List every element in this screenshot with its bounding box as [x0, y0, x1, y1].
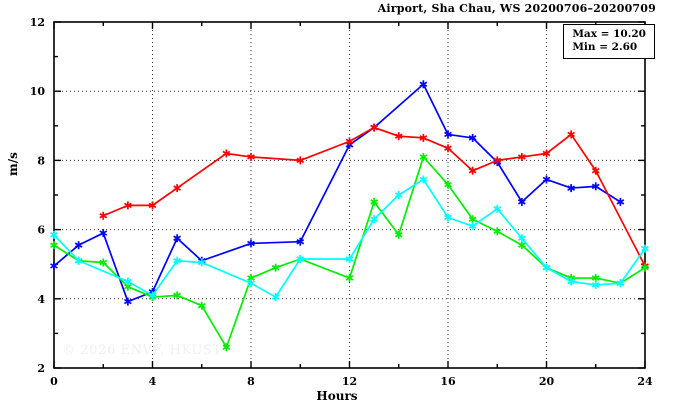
data-point-marker [567, 278, 576, 285]
data-point-marker [99, 213, 108, 219]
y-tick-label: 4 [37, 293, 45, 306]
data-point-marker [222, 150, 231, 157]
data-point-marker [296, 256, 305, 262]
data-point-marker [345, 138, 354, 145]
data-point-marker [148, 292, 157, 299]
data-point-marker [271, 264, 280, 271]
data-point-marker [517, 235, 526, 241]
data-point-marker [74, 258, 83, 264]
data-point-marker [542, 264, 551, 271]
y-tick-label: 8 [37, 154, 45, 167]
data-point-marker [247, 275, 255, 281]
data-point-marker [74, 242, 83, 248]
data-point-marker [591, 168, 600, 174]
min-value-label: Min = 2.60 [572, 41, 638, 53]
data-point-marker [197, 259, 206, 266]
series-cyan [50, 175, 649, 302]
data-point-marker [50, 263, 58, 269]
data-point-marker [641, 245, 649, 252]
stats-annotation-box: Max = 10.20 Min = 2.60 [563, 24, 655, 59]
data-point-marker [444, 214, 452, 221]
data-point-marker [444, 181, 452, 188]
x-axis-label: Hours [316, 389, 358, 403]
data-point-marker [148, 202, 157, 209]
data-point-marker [345, 275, 354, 281]
data-point-marker [394, 232, 403, 238]
data-point-marker [616, 280, 625, 286]
data-point-marker [419, 176, 428, 183]
data-point-marker [173, 292, 182, 299]
data-point-marker [394, 192, 403, 198]
x-tick-label: 8 [247, 375, 255, 388]
data-point-marker [370, 199, 379, 205]
data-point-marker [271, 294, 280, 300]
data-point-marker [296, 157, 305, 164]
y-tick-label: 12 [30, 16, 45, 29]
x-tick-label: 24 [637, 375, 653, 388]
data-point-marker [247, 240, 255, 247]
data-point-marker [567, 185, 576, 191]
series-cyan-line [53, 178, 646, 298]
x-tick-label: 0 [50, 375, 58, 388]
data-point-marker [345, 256, 354, 262]
data-point-marker [247, 154, 255, 160]
x-tick-label: 20 [539, 375, 555, 388]
x-tick-label: 4 [149, 375, 157, 388]
data-point-marker [591, 183, 600, 190]
data-point-marker [493, 228, 502, 235]
data-point-marker [123, 202, 132, 209]
x-tick-label: 16 [440, 375, 456, 388]
data-point-marker [517, 154, 526, 160]
data-point-marker [197, 302, 206, 309]
chart-title: Airport, Sha Chau, WS 20200706–20200709 [377, 2, 656, 15]
y-tick-label: 2 [37, 362, 45, 375]
data-point-marker [419, 81, 428, 88]
data-point-marker [247, 280, 255, 286]
data-point-marker [123, 298, 132, 305]
x-tick-label: 12 [342, 375, 357, 388]
data-point-marker [99, 230, 108, 236]
data-point-marker [419, 135, 428, 141]
data-point-marker [222, 344, 231, 350]
data-point-marker [493, 206, 502, 212]
max-value-label: Max = 10.20 [572, 28, 646, 40]
data-point-marker [616, 199, 625, 205]
data-point-marker [50, 242, 58, 248]
series-red [99, 123, 649, 270]
data-point-marker [517, 199, 526, 205]
data-point-marker [123, 283, 132, 290]
data-point-marker [50, 232, 58, 238]
data-point-marker [370, 216, 379, 222]
data-point-marker [370, 124, 379, 131]
data-point-marker [591, 275, 600, 281]
y-tick-label: 6 [37, 224, 45, 237]
data-point-marker [468, 168, 477, 174]
data-point-marker [296, 238, 305, 245]
data-point-marker [468, 223, 477, 229]
data-point-marker [591, 282, 600, 288]
data-point-marker [419, 154, 428, 160]
series-blue-line [53, 83, 621, 303]
data-point-marker [444, 131, 452, 138]
data-point-marker [468, 135, 477, 141]
data-point-marker [567, 131, 576, 138]
data-point-marker [517, 242, 526, 248]
data-point-marker [99, 259, 108, 266]
data-point-marker [173, 185, 182, 191]
data-point-marker [444, 145, 452, 152]
data-point-marker [173, 235, 182, 241]
data-point-marker [641, 264, 649, 271]
data-point-marker [542, 150, 551, 157]
series-blue [50, 80, 625, 306]
data-point-marker [394, 133, 403, 139]
y-tick-label: 10 [30, 85, 46, 98]
data-point-marker [123, 278, 132, 285]
data-point-marker [542, 176, 551, 183]
data-point-marker [493, 157, 502, 164]
data-point-marker [468, 216, 477, 222]
data-point-marker [173, 258, 182, 264]
